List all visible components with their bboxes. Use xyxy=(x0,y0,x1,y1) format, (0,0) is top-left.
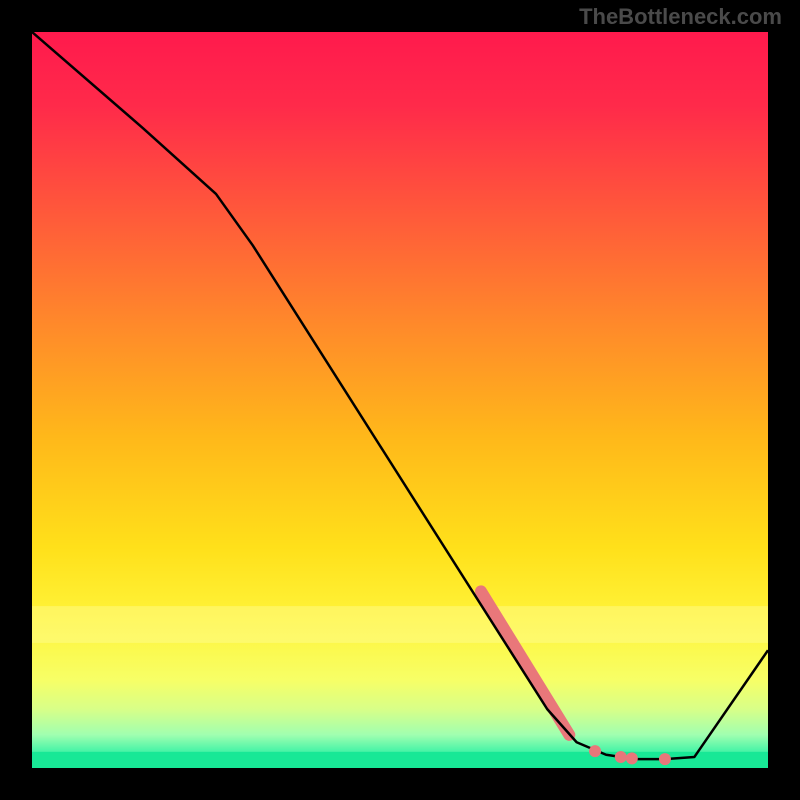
plot-area xyxy=(32,32,768,768)
bottleneck-curve xyxy=(32,32,768,759)
highlight-dots xyxy=(589,745,671,765)
highlight-dot xyxy=(659,753,671,765)
highlight-dot xyxy=(626,752,638,764)
curve-layer xyxy=(32,32,768,768)
chart-container: TheBottleneck.com xyxy=(0,0,800,800)
highlight-segment xyxy=(481,591,569,735)
watermark-text: TheBottleneck.com xyxy=(579,4,782,30)
highlight-dot xyxy=(589,745,601,757)
highlight-dot xyxy=(615,751,627,763)
